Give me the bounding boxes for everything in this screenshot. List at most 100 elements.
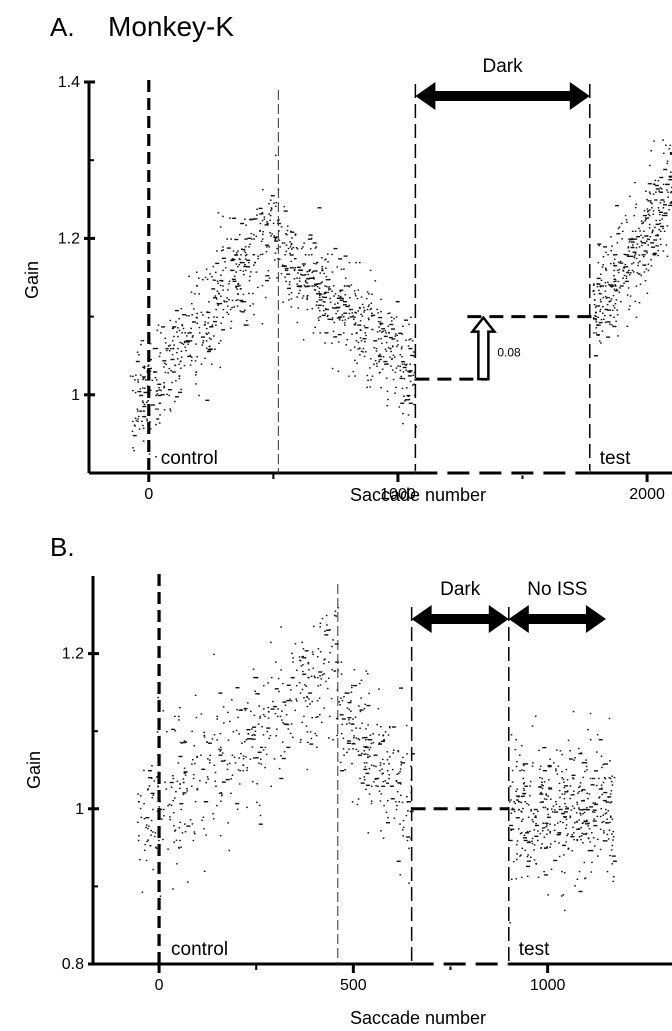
- scatter-point: [232, 250, 235, 252]
- scatter-point: [156, 393, 159, 395]
- scatter-point: [300, 273, 302, 275]
- scatter-point: [366, 374, 369, 377]
- scatter-point: [230, 259, 235, 262]
- scatter-point: [342, 332, 345, 334]
- scatter-point: [559, 796, 561, 799]
- scatter-point: [152, 347, 155, 350]
- scatter-point: [520, 832, 523, 834]
- scatter-point: [324, 634, 329, 636]
- scatter-point: [511, 807, 514, 809]
- scatter-point: [285, 250, 288, 253]
- scatter-point: [652, 229, 654, 231]
- scatter-point: [306, 696, 309, 699]
- panel-a-control-label: control: [161, 448, 218, 469]
- scatter-point: [262, 713, 265, 716]
- scatter-point: [288, 293, 290, 296]
- scatter-point: [262, 749, 265, 751]
- scatter-point: [359, 727, 361, 729]
- scatter-point: [314, 247, 317, 249]
- scatter-point: [275, 202, 278, 204]
- scatter-point: [301, 274, 306, 276]
- scatter-point: [396, 773, 398, 775]
- scatter-point: [605, 251, 607, 253]
- scatter-point: [666, 162, 668, 165]
- scatter-point: [218, 302, 223, 305]
- scatter-point: [166, 730, 168, 733]
- scatter-point: [606, 833, 609, 836]
- scatter-point: [147, 770, 152, 772]
- scatter-point: [372, 733, 374, 735]
- scatter-point: [247, 702, 249, 704]
- scatter-point: [240, 752, 242, 755]
- scatter-point: [261, 284, 264, 287]
- scatter-point: [187, 343, 189, 345]
- scatter-point: [668, 209, 670, 211]
- scatter-point: [235, 802, 240, 805]
- scatter-point: [242, 755, 245, 757]
- scatter-point: [270, 785, 272, 787]
- scatter-point: [652, 252, 657, 254]
- scatter-point: [211, 276, 213, 278]
- scatter-point: [320, 678, 323, 680]
- scatter-point: [613, 316, 615, 318]
- scatter-point: [220, 274, 222, 276]
- scatter-point: [267, 706, 269, 709]
- scatter-point: [334, 670, 337, 672]
- scatter-point: [319, 622, 322, 624]
- scatter-point: [284, 267, 289, 270]
- scatter-point: [540, 791, 542, 794]
- scatter-point: [606, 303, 609, 306]
- scatter-point: [168, 803, 171, 806]
- scatter-point: [623, 267, 625, 269]
- scatter-point: [229, 308, 232, 311]
- scatter-point: [204, 321, 206, 323]
- scatter-point: [163, 362, 166, 364]
- scatter-point: [397, 344, 399, 346]
- scatter-point: [221, 329, 226, 331]
- scatter-point: [587, 825, 589, 827]
- scatter-point: [650, 265, 653, 267]
- scatter-point: [520, 795, 525, 797]
- scatter-point: [543, 836, 546, 838]
- scatter-point: [326, 315, 329, 318]
- scatter-point: [333, 614, 336, 617]
- scatter-point: [381, 342, 383, 345]
- scatter-point: [148, 453, 151, 455]
- scatter-point: [359, 710, 362, 713]
- panel-b-test-label: test: [519, 939, 550, 960]
- scatter-point: [402, 819, 405, 822]
- scatter-point: [595, 321, 598, 323]
- scatter-point: [274, 240, 279, 242]
- scatter-point: [604, 267, 607, 269]
- scatter-point: [156, 731, 159, 733]
- scatter-point: [357, 738, 360, 740]
- scatter-point: [267, 717, 270, 719]
- scatter-point: [246, 259, 251, 261]
- scatter-point: [613, 254, 615, 256]
- scatter-point: [619, 260, 622, 263]
- scatter-point: [376, 365, 378, 367]
- scatter-point: [256, 676, 258, 679]
- scatter-point: [222, 316, 224, 318]
- scatter-point: [227, 313, 230, 315]
- scatter-point: [163, 815, 165, 817]
- scatter-point: [265, 275, 270, 277]
- scatter-point: [662, 152, 665, 154]
- scatter-point: [235, 254, 237, 256]
- scatter-point: [240, 254, 242, 256]
- scatter-point: [580, 800, 585, 802]
- scatter-point: [152, 794, 155, 796]
- scatter-point: [331, 317, 334, 319]
- scatter-point: [542, 801, 544, 803]
- scatter-point: [291, 248, 293, 250]
- scatter-point: [193, 831, 196, 833]
- scatter-point: [216, 718, 218, 720]
- scatter-point: [593, 293, 596, 296]
- scatter-point: [650, 242, 655, 244]
- scatter-point: [569, 750, 571, 752]
- panel-a-extinction-value: 0.08: [497, 345, 521, 359]
- scatter-point: [529, 785, 531, 787]
- scatter-point: [367, 753, 369, 756]
- panel-b-x-axis-title: Saccade number: [350, 1008, 486, 1028]
